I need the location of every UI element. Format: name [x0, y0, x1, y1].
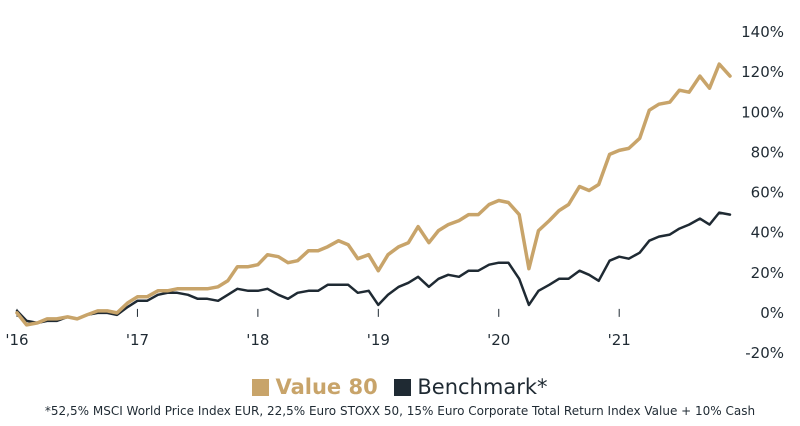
y-axis-ticks: 140% 120% 100% 80% 60% 40% 20% 0% -20%: [741, 23, 784, 362]
legend-item-benchmark[interactable]: Benchmark*: [394, 375, 548, 399]
legend-swatch-value-80: [252, 378, 270, 396]
x-tick-label: '16: [5, 331, 28, 349]
legend-label-value-80: Value 80: [275, 375, 378, 399]
y-tick-label: 40%: [751, 224, 784, 242]
x-tick-label: '21: [608, 331, 631, 349]
y-tick-label: 140%: [741, 23, 784, 41]
legend: Value 80 Benchmark*: [0, 375, 800, 401]
series-line-value-80: [15, 62, 732, 327]
y-tick-label: 60%: [751, 184, 784, 202]
x-tick-label: '17: [126, 331, 149, 349]
y-tick-label: 0%: [760, 304, 784, 322]
x-tick-label: '18: [246, 331, 269, 349]
y-tick-label: 20%: [751, 264, 784, 282]
x-axis-ticks: '16 '17 '18 '19 '20 '21: [5, 308, 631, 349]
series-lines: [15, 62, 732, 327]
y-tick-label: 120%: [741, 63, 784, 81]
y-tick-label: 80%: [751, 143, 784, 161]
x-tick-label: '19: [367, 331, 390, 349]
y-tick-label: 100%: [741, 103, 784, 121]
footnote: *52,5% MSCI World Price Index EUR, 22,5%…: [44, 404, 756, 418]
series-line-benchmark: [15, 211, 732, 325]
legend-swatch-benchmark: [394, 378, 412, 396]
legend-item-value-80[interactable]: Value 80: [252, 375, 378, 399]
x-tick-label: '20: [487, 331, 510, 349]
y-tick-label: -20%: [745, 344, 784, 362]
legend-label-benchmark: Benchmark*: [417, 375, 548, 399]
